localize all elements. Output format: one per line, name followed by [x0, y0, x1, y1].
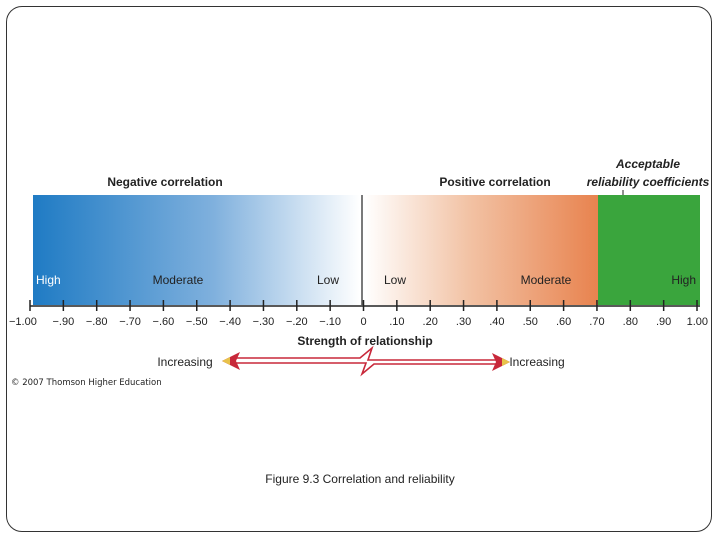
copyright-notice: © 2007 Thomson Higher Education: [11, 378, 162, 388]
axis-tick-label: −.80: [86, 316, 108, 328]
axis-tick-label: 0: [360, 316, 366, 328]
increasing-double-arrow: [222, 345, 510, 377]
pos-low-label: Low: [384, 273, 406, 287]
arrow-shaft-upper: [232, 345, 500, 361]
negative-correlation-band: [33, 195, 360, 305]
axis-tick-label: −1.00: [9, 316, 37, 328]
axis-ticks: [29, 300, 698, 311]
axis-title: Strength of relationship: [297, 334, 432, 348]
axis-tick-label: .80: [623, 316, 638, 328]
arrow-tip-left: [222, 357, 230, 365]
increasing-left-label: Increasing: [157, 355, 212, 369]
axis-tick-label: .20: [423, 316, 438, 328]
axis-tick-label: −.60: [153, 316, 175, 328]
acceptable-heading-line2: reliability coefficients: [587, 175, 710, 189]
arrow-head-right: [492, 353, 510, 371]
axis-tick-label: −.70: [119, 316, 141, 328]
neg-moderate-label: Moderate: [153, 273, 204, 287]
arrow-head-left: [222, 352, 240, 370]
axis-tick-label: −.50: [186, 316, 208, 328]
pos-high-label: High: [671, 273, 696, 287]
axis-tick-label: .70: [589, 316, 604, 328]
axis-tick-label: −.40: [219, 316, 241, 328]
arrow-tip-right: [502, 358, 510, 366]
arrow-shaft-lower: [232, 362, 500, 377]
positive-correlation-heading: Positive correlation: [439, 175, 550, 189]
positive-correlation-band: [364, 195, 598, 305]
pos-moderate-label: Moderate: [521, 273, 572, 287]
increasing-right-label: Increasing: [509, 355, 564, 369]
negative-correlation-heading: Negative correlation: [107, 175, 222, 189]
neg-low-label: Low: [317, 273, 339, 287]
reliable-coefficient-band: [598, 195, 700, 305]
axis-tick-label: −.10: [319, 316, 341, 328]
axis-tick-label: −.30: [253, 316, 275, 328]
acceptable-heading-line1: Acceptable: [615, 157, 680, 171]
axis-tick-label: −.20: [286, 316, 308, 328]
axis-tick-label: .50: [523, 316, 538, 328]
figure-caption: Figure 9.3 Correlation and reliability: [265, 472, 455, 486]
axis-tick-labels: −1.00 −.90 −.80 −.70 −.60 −.50 −.40 −.30 −.20 −.1…: [9, 316, 708, 328]
axis-tick-label: .30: [456, 316, 471, 328]
axis-tick-label: .90: [656, 316, 671, 328]
axis-tick-label: .10: [389, 316, 404, 328]
axis-tick-label: .60: [556, 316, 571, 328]
axis-tick-label: 1.00: [687, 316, 708, 328]
slide-frame: [6, 6, 712, 532]
axis-tick-label: .40: [489, 316, 504, 328]
axis-tick-label: −.90: [52, 316, 74, 328]
neg-high-label: High: [36, 273, 61, 287]
